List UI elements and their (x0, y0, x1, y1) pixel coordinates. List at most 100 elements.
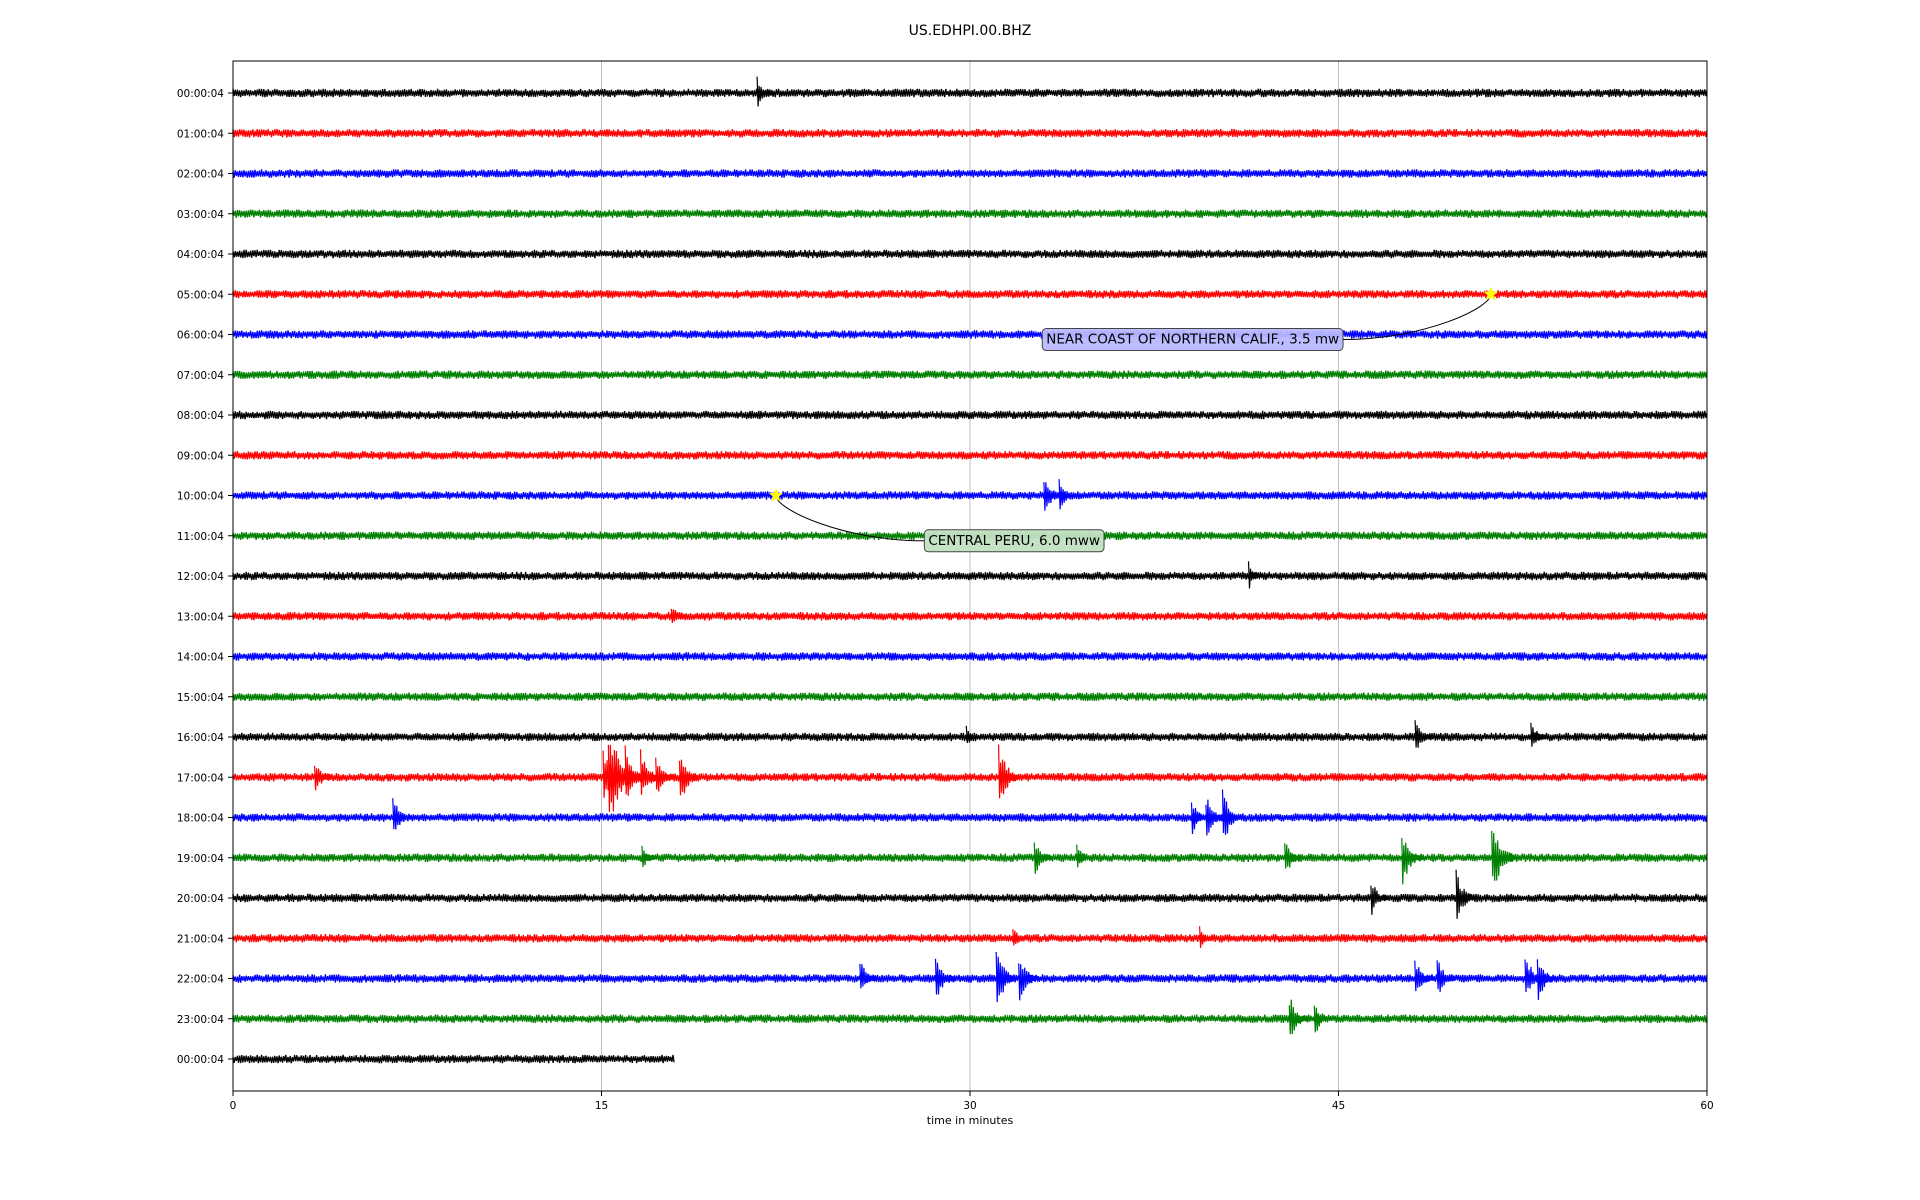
row-label-8: 08:00:04 (177, 410, 224, 422)
spike-3 (1247, 561, 1265, 589)
trace-row-13 (232, 611, 1708, 621)
event-annotation-1: CENTRAL PERU, 6.0 mww (768, 487, 1105, 553)
row-label-11: 11:00:04 (177, 531, 224, 543)
event-connector-1 (775, 495, 925, 542)
spike-22 (1033, 842, 1053, 874)
row-label-6: 06:00:04 (177, 330, 224, 342)
trace-row-0 (232, 88, 1708, 98)
spike-24 (1284, 843, 1304, 869)
spike-25 (1401, 837, 1425, 885)
spike-8 (314, 765, 333, 791)
spike-32 (934, 958, 957, 995)
event-connector-0 (1342, 294, 1492, 340)
row-label-24: 00:00:04 (177, 1054, 224, 1066)
row-label-9: 09:00:04 (177, 450, 224, 462)
trace-row-3 (232, 209, 1708, 219)
spike-31 (859, 963, 879, 989)
row-label-10: 10:00:04 (177, 491, 224, 503)
trace-row-21 (232, 933, 1708, 943)
chart-title: US.EDHPI.00.BHZ (909, 23, 1032, 39)
x-tick-label-3: 45 (1332, 1100, 1345, 1112)
event-label-box-1 (923, 529, 1105, 553)
row-label-2: 02:00:04 (177, 169, 224, 181)
spike-23 (1076, 844, 1093, 868)
spike-17 (392, 798, 413, 830)
spike-2 (1058, 479, 1077, 510)
event-marker-0 (1483, 286, 1499, 301)
spike-40 (1313, 1005, 1333, 1033)
row-label-17: 17:00:04 (177, 772, 224, 784)
trace-row-23 (232, 1014, 1708, 1024)
spike-30 (1199, 926, 1216, 948)
event-label-0: NEAR COAST OF NORTHERN CALIF., 3.5 mw (1046, 332, 1339, 348)
trace-row-18 (232, 812, 1708, 823)
spike-34 (1018, 963, 1041, 1001)
spike-10 (607, 744, 640, 812)
trace-row-8 (232, 410, 1708, 420)
spike-7 (1530, 722, 1548, 747)
spike-28 (1455, 869, 1478, 919)
row-label-13: 13:00:04 (177, 611, 224, 623)
trace-row-22 (232, 973, 1708, 984)
spike-36 (1436, 960, 1456, 993)
spike-15 (678, 759, 703, 796)
spike-21 (641, 845, 658, 868)
row-label-15: 15:00:04 (177, 692, 224, 704)
spike-39 (1288, 999, 1310, 1035)
y-axis-row-labels: 00:00:04 01:00:04 02:00:04 03:00:04 04:00:04… (177, 88, 233, 1066)
event-marker-1 (768, 487, 784, 502)
trace-row-7 (232, 370, 1708, 380)
trace-row-9 (232, 450, 1708, 460)
row-label-22: 22:00:04 (177, 974, 224, 986)
row-label-5: 05:00:04 (177, 289, 224, 301)
row-label-4: 04:00:04 (177, 249, 224, 261)
spike-38 (1536, 959, 1558, 1000)
trace-row-10 (232, 490, 1708, 501)
trace-row-17 (232, 772, 1708, 782)
spike-27 (1370, 885, 1390, 915)
row-label-16: 16:00:04 (177, 732, 224, 744)
row-label-23: 23:00:04 (177, 1014, 224, 1026)
row-label-7: 07:00:04 (177, 370, 224, 382)
event-label-1: CENTRAL PERU, 6.0 mww (928, 533, 1100, 549)
event-annotation-0: NEAR COAST OF NORTHERN CALIF., 3.5 mw (1041, 286, 1499, 352)
trace-row-12 (232, 571, 1708, 581)
x-axis-ticks: 0 15 30 45 60 (230, 1091, 1714, 1112)
x-tick-label-4: 60 (1700, 1100, 1713, 1112)
trace-row-5 (232, 289, 1708, 299)
trace-row-14 (232, 651, 1708, 662)
trace-row-4 (232, 249, 1708, 259)
spike-29 (1012, 929, 1029, 946)
row-label-18: 18:00:04 (177, 813, 224, 825)
trace-spikes (314, 76, 1558, 1035)
row-label-12: 12:00:04 (177, 571, 224, 583)
x-tick-label-1: 15 (595, 1100, 608, 1112)
trace-rows (232, 88, 1708, 1064)
trace-row-2 (232, 168, 1708, 179)
x-tick-label-0: 0 (230, 1100, 237, 1112)
spike-13 (655, 757, 676, 792)
spike-35 (1414, 960, 1435, 992)
spike-33 (995, 951, 1020, 1003)
row-label-20: 20:00:04 (177, 893, 224, 905)
trace-row-24 (232, 1054, 675, 1064)
row-label-3: 03:00:04 (177, 209, 224, 221)
trace-row-6 (232, 329, 1708, 340)
spike-16 (998, 744, 1023, 799)
trace-row-1 (232, 128, 1708, 138)
spike-20 (1221, 789, 1246, 835)
spike-26 (1491, 830, 1519, 881)
row-label-1: 01:00:04 (177, 128, 224, 140)
row-label-21: 21:00:04 (177, 933, 224, 945)
event-annotations: NEAR COAST OF NORTHERN CALIF., 3.5 mw CEN… (768, 286, 1499, 553)
row-label-19: 19:00:04 (177, 853, 224, 865)
trace-row-19 (232, 852, 1708, 863)
spike-0 (756, 76, 774, 107)
spike-5 (965, 725, 982, 744)
spike-6 (1414, 720, 1434, 748)
spike-19 (1205, 799, 1226, 836)
trace-row-15 (232, 692, 1708, 702)
x-tick-label-2: 30 (963, 1100, 976, 1112)
spike-4 (670, 608, 687, 624)
